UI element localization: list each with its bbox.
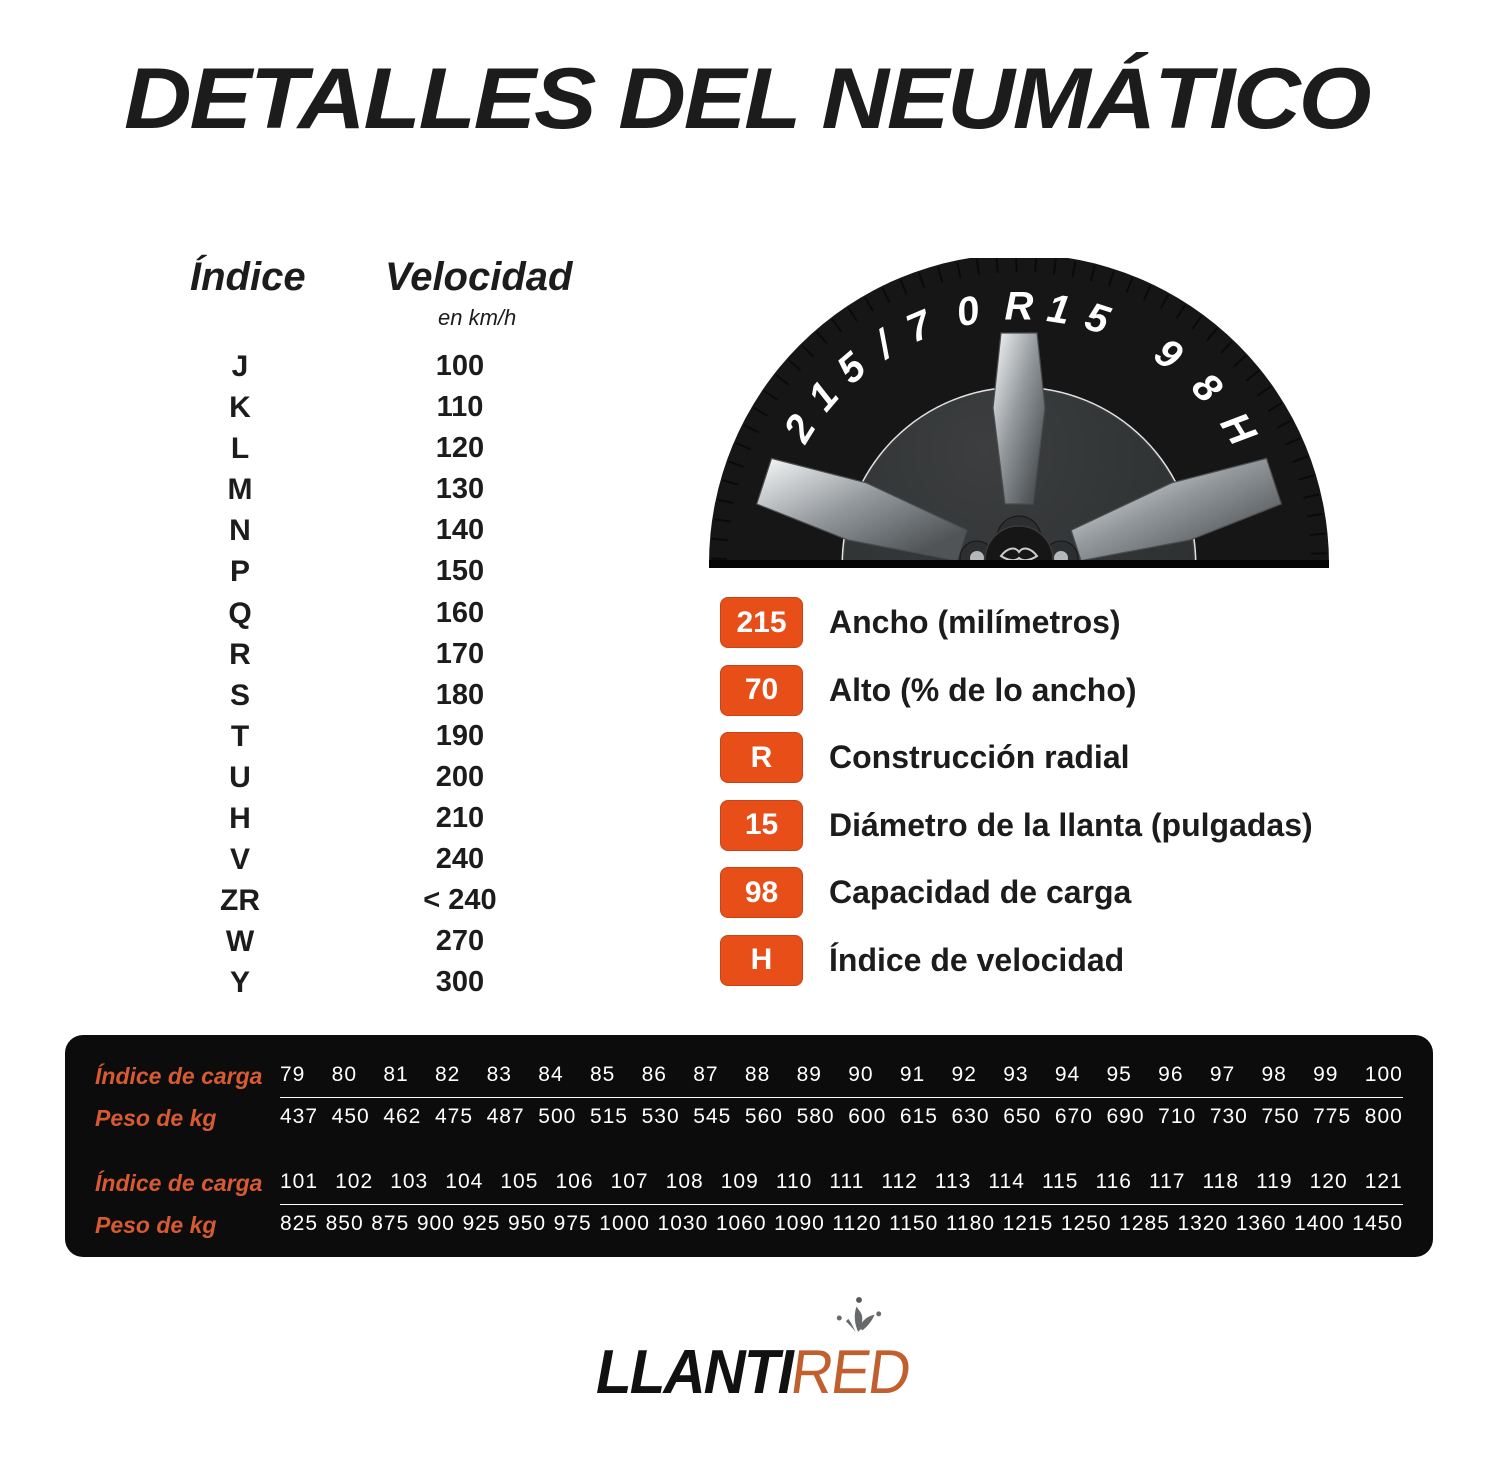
svg-text:R: R: [1005, 285, 1034, 329]
